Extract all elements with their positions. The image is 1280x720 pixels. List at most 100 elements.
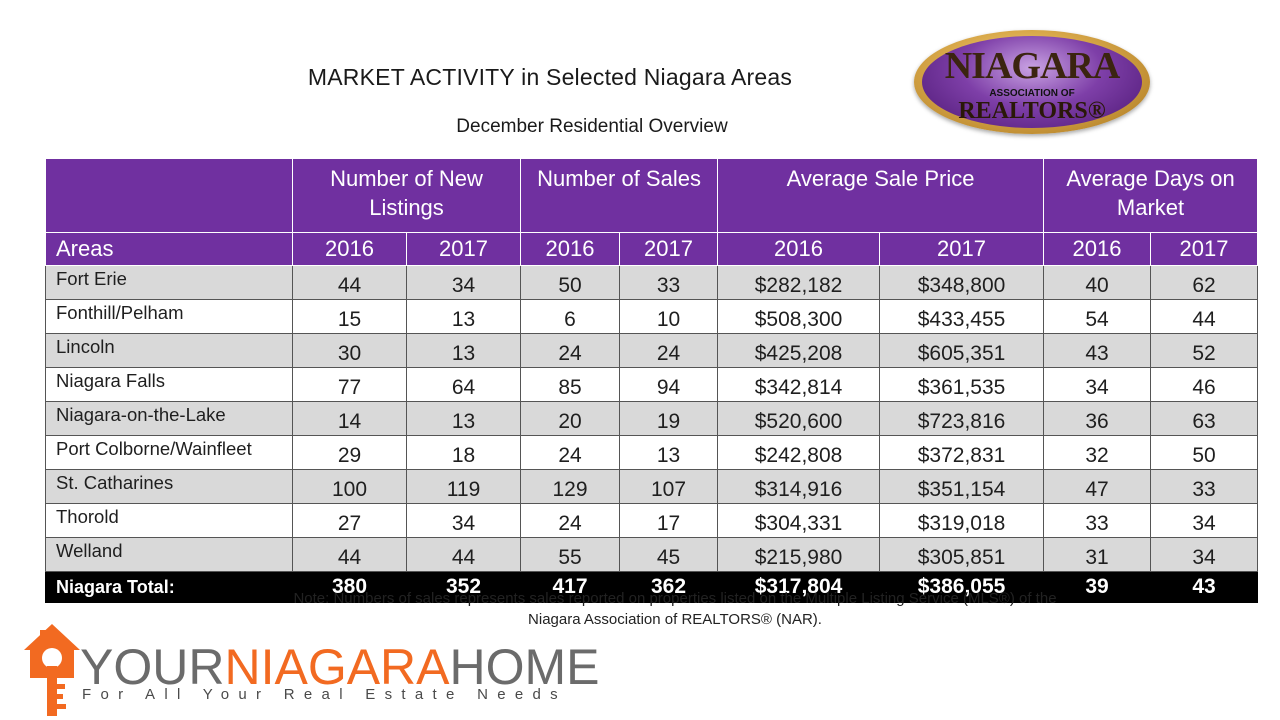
year-header-row: Areas 2016 2017 2016 2017 2016 2017 2016…: [45, 232, 1259, 266]
table-cell: 44: [405, 537, 522, 572]
total-cell: $386,055: [879, 571, 1045, 603]
table-cell: 24: [520, 333, 621, 368]
logo-assoc: ASSOCIATION OF: [989, 88, 1075, 99]
table-cell: 44: [292, 265, 407, 300]
brand-home: HOME: [449, 639, 600, 695]
table-cell: $348,800: [879, 265, 1045, 300]
table-cell: $305,851: [879, 537, 1045, 572]
page-title: MARKET ACTIVITY in Selected Niagara Area…: [307, 64, 793, 90]
table-cell: 10: [619, 299, 719, 334]
header-year: 2016: [1043, 232, 1152, 266]
table-cell: 34: [1150, 537, 1259, 572]
logo-realtors: REALTORS®: [958, 98, 1106, 124]
brand-wordmark: YOURNIAGARAHOME: [80, 642, 600, 692]
table-cell: 31: [1043, 537, 1152, 572]
brand-your: YOUR: [80, 639, 225, 695]
table-cell: $361,535: [879, 367, 1045, 402]
table-cell: 129: [520, 469, 621, 504]
table-cell: 14: [292, 401, 407, 436]
table-cell: 13: [405, 333, 522, 368]
table-cell: 40: [1043, 265, 1152, 300]
table-cell: 19: [619, 401, 719, 436]
header-areas: Areas: [45, 232, 293, 266]
table-cell: 13: [405, 401, 522, 436]
table-row: Lincoln 30 13 24 24 $425,208 $605,351 43 52: [45, 333, 1259, 368]
table-cell: 52: [1150, 333, 1259, 368]
table-cell: 36: [1043, 401, 1152, 436]
table-cell: $282,182: [717, 265, 881, 300]
header-average-days-on-market: Average Days on Market: [1043, 158, 1259, 233]
table-cell: 34: [405, 265, 522, 300]
blank-header-cell: [45, 158, 293, 233]
table-cell: $215,980: [717, 537, 881, 572]
table-row: Welland 44 44 55 45 $215,980 $305,851 31 34: [45, 537, 1259, 572]
total-cell: 417: [520, 571, 621, 603]
table-cell: 44: [292, 537, 407, 572]
table-cell: 54: [1043, 299, 1152, 334]
table-cell: 6: [520, 299, 621, 334]
table-cell: 13: [405, 299, 522, 334]
table-cell: $605,351: [879, 333, 1045, 368]
header-year: 2017: [405, 232, 522, 266]
total-cell: 43: [1150, 571, 1259, 603]
table-cell: 43: [1043, 333, 1152, 368]
area-name: Niagara Falls: [45, 367, 293, 402]
table-cell: 24: [520, 435, 621, 470]
logo-word: NIAGARA: [944, 45, 1121, 87]
table-cell: $314,916: [717, 469, 881, 504]
market-activity-table: Number of New Listings Number of Sales A…: [45, 158, 1259, 603]
table-cell: 50: [520, 265, 621, 300]
table-row: Fort Erie 44 34 50 33 $282,182 $348,800 40 62: [45, 265, 1259, 300]
table-cell: 85: [520, 367, 621, 402]
table-cell: 50: [1150, 435, 1259, 470]
header-year: 2016: [520, 232, 621, 266]
footnote: Note: Numbers of sales represents sales …: [0, 588, 1280, 630]
table-row: St. Catharines 100 119 129 107 $314,916 $351,1…: [45, 469, 1259, 504]
table-cell: 30: [292, 333, 407, 368]
area-name: Fort Erie: [45, 265, 293, 300]
header-year: 2017: [879, 232, 1045, 266]
table-cell: 15: [292, 299, 407, 334]
table-cell: $425,208: [717, 333, 881, 368]
table-cell: 34: [1043, 367, 1152, 402]
table-cell: $304,331: [717, 503, 881, 538]
house-key-icon: [24, 624, 80, 716]
table-cell: 32: [1043, 435, 1152, 470]
total-label: Niagara Total:: [45, 571, 293, 603]
table-cell: $433,455: [879, 299, 1045, 334]
table-cell: 100: [292, 469, 407, 504]
area-name: Thorold: [45, 503, 293, 538]
table-cell: $508,300: [717, 299, 881, 334]
header-year: 2017: [1150, 232, 1259, 266]
table-cell: 18: [405, 435, 522, 470]
table-cell: 62: [1150, 265, 1259, 300]
total-row: Niagara Total: 380 352 417 362 $317,804 …: [45, 571, 1259, 603]
table-cell: 45: [619, 537, 719, 572]
header-year: 2017: [619, 232, 719, 266]
table-cell: 17: [619, 503, 719, 538]
table-row: Thorold 27 34 24 17 $304,331 $319,018 33 34: [45, 503, 1259, 538]
table-cell: 34: [1150, 503, 1259, 538]
table-cell: 33: [1150, 469, 1259, 504]
table-cell: 119: [405, 469, 522, 504]
footnote-line-1: Note: Numbers of sales represents sales …: [293, 590, 1057, 607]
table-row: Fonthill/Pelham 15 13 6 10 $508,300 $433,455 54…: [45, 299, 1259, 334]
table-cell: $342,814: [717, 367, 881, 402]
brand-niagara: NIAGARA: [224, 639, 450, 695]
table-cell: 47: [1043, 469, 1152, 504]
table-cell: 34: [405, 503, 522, 538]
table-cell: 33: [619, 265, 719, 300]
niagara-realtors-logo: NIAGARA ASSOCIATION OF REALTORS®: [914, 30, 1154, 138]
total-cell: $317,804: [717, 571, 881, 603]
page-subtitle: December Residential Overview: [456, 116, 728, 137]
table-cell: $351,154: [879, 469, 1045, 504]
table-row: Niagara-on-the-Lake 14 13 20 19 $520,600 $723,…: [45, 401, 1259, 436]
table-cell: 64: [405, 367, 522, 402]
table-cell: 107: [619, 469, 719, 504]
table-cell: 55: [520, 537, 621, 572]
header-year: 2016: [292, 232, 407, 266]
area-name: Port Colborne/Wainfleet: [45, 435, 293, 470]
table-cell: 13: [619, 435, 719, 470]
table-cell: $723,816: [879, 401, 1045, 436]
group-header-row: Number of New Listings Number of Sales A…: [45, 158, 1259, 233]
